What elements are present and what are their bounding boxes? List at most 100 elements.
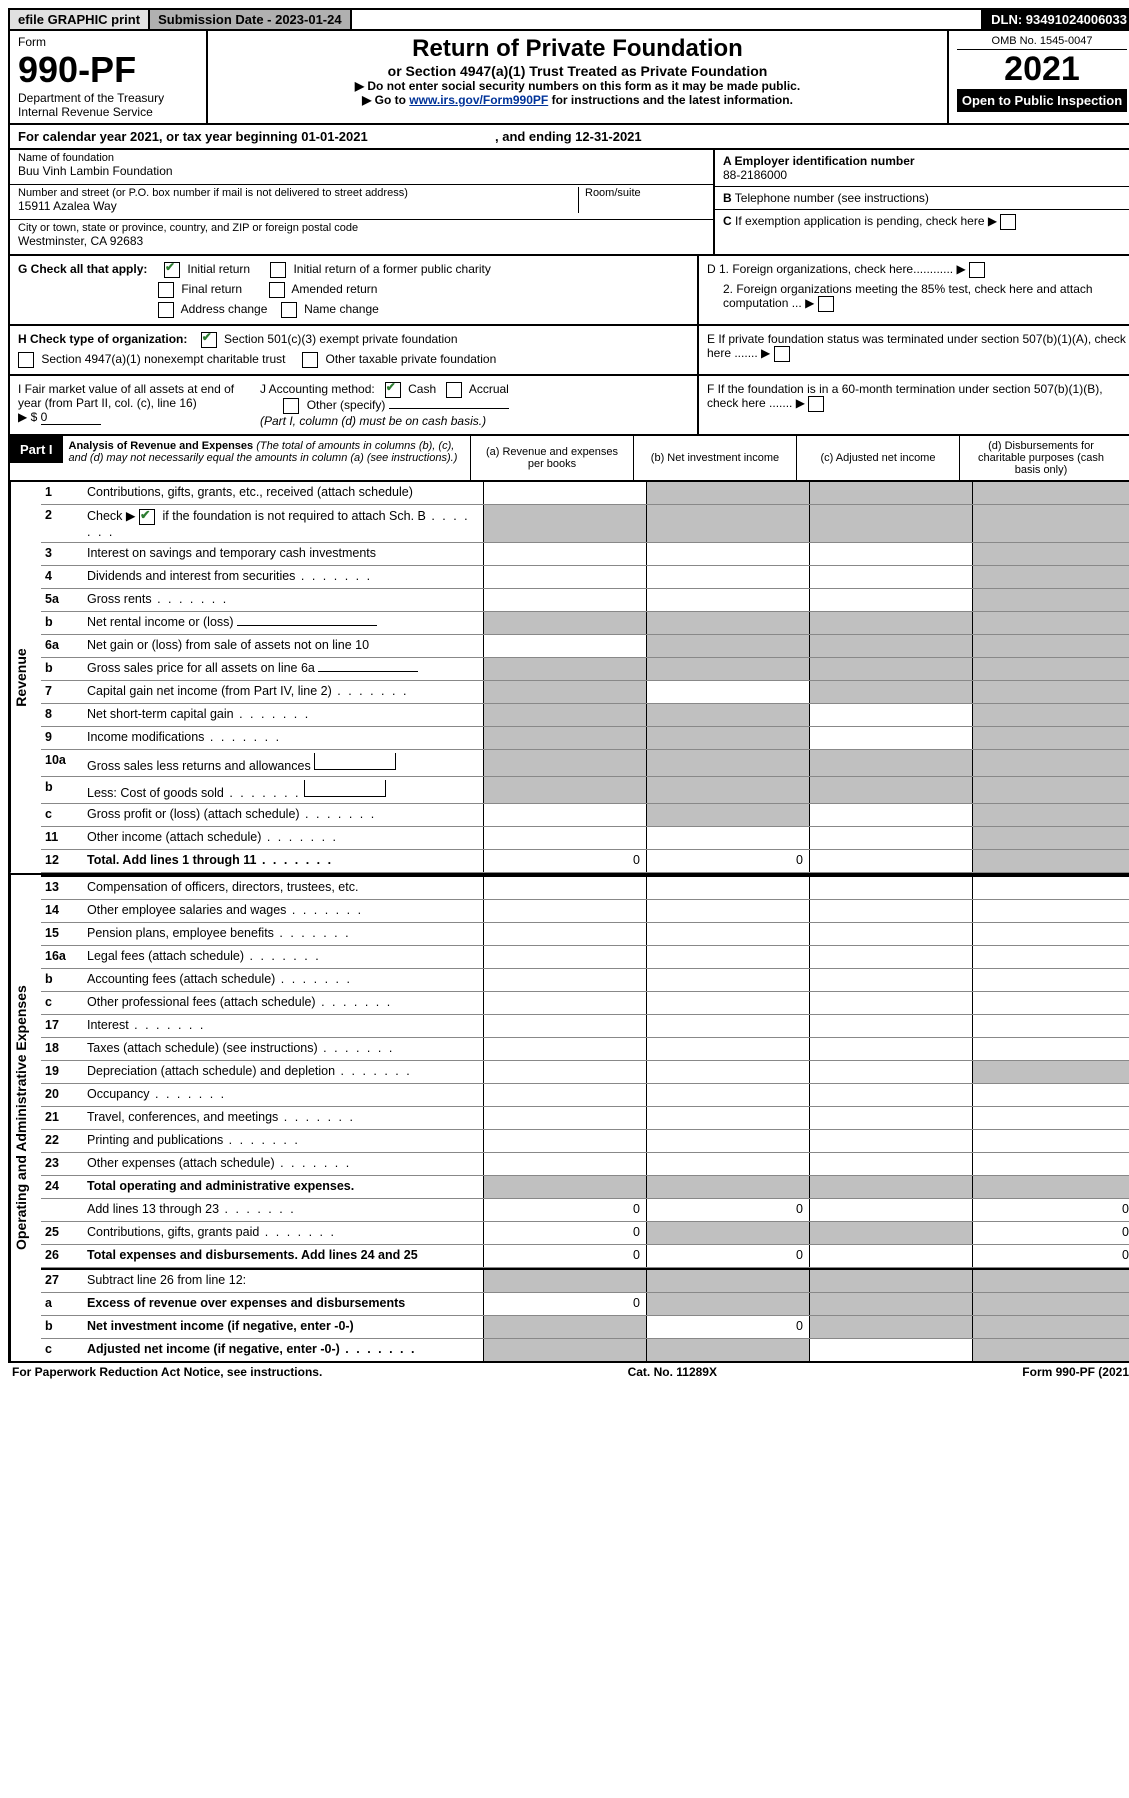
table-row: cGross profit or (loss) (attach schedule… (41, 804, 1129, 827)
table-row: bAccounting fees (attach schedule) (41, 969, 1129, 992)
s4947-checkbox[interactable] (18, 352, 34, 368)
amended-return-label: Amended return (291, 282, 377, 296)
r2-desc: Check ▶ if the foundation is not require… (83, 505, 483, 542)
cash-label: Cash (408, 382, 436, 396)
table-row: aExcess of revenue over expenses and dis… (41, 1293, 1129, 1316)
c-checkbox[interactable] (1000, 214, 1016, 230)
ein-value: 88-2186000 (723, 168, 1127, 182)
form-number: 990-PF (18, 49, 198, 91)
i-label: I Fair market value of all assets at end… (18, 382, 234, 410)
table-row: bNet investment income (if negative, ent… (41, 1316, 1129, 1339)
ij-section: I Fair market value of all assets at end… (10, 376, 697, 434)
identity-block: Name of foundation Buu Vinh Lambin Found… (8, 150, 1129, 256)
table-row: bNet rental income or (loss) (41, 612, 1129, 635)
footer-right: Form 990-PF (2021) (1022, 1365, 1129, 1379)
r8-desc: Net short-term capital gain (87, 707, 234, 721)
other-tax-checkbox[interactable] (302, 352, 318, 368)
r13-desc: Compensation of officers, directors, tru… (83, 877, 483, 899)
final-return-label: Final return (181, 282, 242, 296)
d1-checkbox[interactable] (969, 262, 985, 278)
table-row: 20Occupancy (41, 1084, 1129, 1107)
i-arrow: ▶ $ (18, 410, 37, 424)
name-cell: Name of foundation Buu Vinh Lambin Found… (10, 150, 713, 185)
initial-return-checkbox[interactable] (164, 262, 180, 278)
ij-f-section: I Fair market value of all assets at end… (8, 376, 1129, 436)
table-row: 21Travel, conferences, and meetings (41, 1107, 1129, 1130)
header-mid: Return of Private Foundation or Section … (208, 31, 949, 123)
other-specify-line (389, 408, 509, 409)
accrual-checkbox[interactable] (446, 382, 462, 398)
name-change-label: Name change (304, 302, 379, 316)
phone-cell: B Telephone number (see instructions) (715, 187, 1129, 210)
city-cell: City or town, state or province, country… (10, 220, 713, 254)
amended-return-checkbox[interactable] (269, 282, 285, 298)
city-label: City or town, state or province, country… (18, 222, 705, 234)
c-text: If exemption application is pending, che… (735, 214, 985, 228)
r17-desc: Interest (87, 1018, 129, 1032)
table-row: 7Capital gain net income (from Part IV, … (41, 681, 1129, 704)
part1-left: Part I Analysis of Revenue and Expenses … (10, 436, 470, 480)
part1-title: Analysis of Revenue and Expenses (69, 440, 254, 452)
r23-desc: Other expenses (attach schedule) (87, 1156, 275, 1170)
l27b: 0 (646, 1316, 809, 1338)
r18-desc: Taxes (attach schedule) (see instruction… (87, 1041, 318, 1055)
other-tax-label: Other taxable private foundation (326, 352, 497, 366)
table-row: Add lines 13 through 23000 (41, 1199, 1129, 1222)
l26d: 0 (972, 1245, 1129, 1267)
r16b-desc: Accounting fees (attach schedule) (87, 972, 275, 986)
l12b: 0 (646, 850, 809, 872)
name-change-checkbox[interactable] (281, 302, 297, 318)
l24b: 0 (646, 1199, 809, 1221)
ein-cell: A Employer identification number 88-2186… (715, 150, 1129, 187)
table-row: 27Subtract line 26 from line 12: (41, 1268, 1129, 1293)
r16c-desc: Other professional fees (attach schedule… (87, 995, 316, 1009)
e-checkbox[interactable] (774, 346, 790, 362)
note2-post: for instructions and the latest informat… (552, 93, 793, 107)
col-b-header: (b) Net investment income (633, 436, 796, 480)
other-method-label: Other (specify) (307, 398, 386, 412)
r12-desc: Total. Add lines 1 through 11 (87, 853, 256, 867)
part1-tab: Part I (10, 436, 63, 463)
table-row: 6aNet gain or (loss) from sale of assets… (41, 635, 1129, 658)
l26b: 0 (646, 1245, 809, 1267)
table-row: 8Net short-term capital gain (41, 704, 1129, 727)
room-label: Room/suite (585, 187, 705, 199)
cal-end: , and ending 12-31-2021 (495, 129, 642, 144)
table-row: bLess: Cost of goods sold (41, 777, 1129, 804)
col-c-header: (c) Adjusted net income (796, 436, 959, 480)
table-row: cOther professional fees (attach schedul… (41, 992, 1129, 1015)
r27a-desc: Excess of revenue over expenses and disb… (83, 1293, 483, 1315)
revenue-table: Revenue 1Contributions, gifts, grants, e… (8, 482, 1129, 875)
irs-link[interactable]: www.irs.gov/Form990PF (409, 93, 548, 107)
header-right: OMB No. 1545-0047 2021 Open to Public In… (949, 31, 1129, 123)
cash-checkbox[interactable] (385, 382, 401, 398)
r6a-desc: Net gain or (loss) from sale of assets n… (83, 635, 483, 657)
r6b-desc: Gross sales price for all assets on line… (87, 661, 315, 675)
e-text: E If private foundation status was termi… (707, 332, 1126, 360)
l26a: 0 (483, 1245, 646, 1267)
other-method-checkbox[interactable] (283, 398, 299, 414)
schb-checkbox[interactable] (139, 509, 155, 525)
footer-left: For Paperwork Reduction Act Notice, see … (12, 1365, 322, 1379)
initial-former-checkbox[interactable] (270, 262, 286, 278)
s501-checkbox[interactable] (201, 332, 217, 348)
opex-rows: 13Compensation of officers, directors, t… (41, 875, 1129, 1361)
r1-desc: Contributions, gifts, grants, etc., rece… (83, 482, 483, 504)
table-row: 26Total expenses and disbursements. Add … (41, 1245, 1129, 1268)
f-section: F If the foundation is in a 60-month ter… (697, 376, 1129, 434)
r26-desc: Total expenses and disbursements. Add li… (83, 1245, 483, 1267)
form-title: Return of Private Foundation (216, 35, 939, 63)
r21-desc: Travel, conferences, and meetings (87, 1110, 278, 1124)
initial-return-label: Initial return (187, 262, 250, 276)
addr-change-checkbox[interactable] (158, 302, 174, 318)
form-subtitle: or Section 4947(a)(1) Trust Treated as P… (216, 63, 939, 79)
table-row: 14Other employee salaries and wages (41, 900, 1129, 923)
d2-checkbox[interactable] (818, 296, 834, 312)
j-note: (Part I, column (d) must be on cash basi… (260, 414, 486, 428)
revenue-rows: 1Contributions, gifts, grants, etc., rec… (41, 482, 1129, 873)
f-checkbox[interactable] (808, 396, 824, 412)
col-d-header: (d) Disbursements for charitable purpose… (959, 436, 1122, 480)
table-row: 19Depreciation (attach schedule) and dep… (41, 1061, 1129, 1084)
final-return-checkbox[interactable] (158, 282, 174, 298)
d2-text: 2. Foreign organizations meeting the 85%… (723, 282, 1093, 310)
